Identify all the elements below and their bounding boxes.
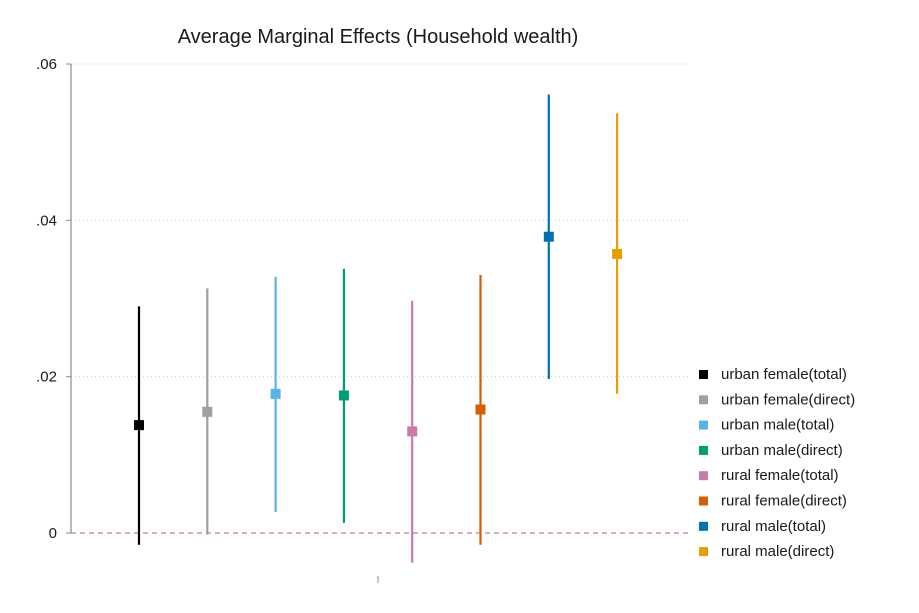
legend-swatch [699,370,708,379]
legend-label: urban male(direct) [721,442,843,459]
legend-label: rural male(total) [721,518,826,535]
legend-label: urban female(total) [721,366,847,383]
point-estimate-marker [543,231,554,242]
chart-title: Average Marginal Effects (Household weal… [178,26,579,48]
legend: urban female(total) urban female(direct) u… [699,366,855,560]
point-estimate-marker [202,406,213,417]
legend-swatch [699,471,708,481]
legend-swatch [699,521,708,531]
legend-swatch [699,420,708,430]
legend-label: urban female(direct) [721,391,855,408]
legend-swatch [699,395,708,405]
point-estimate-marker [270,388,281,399]
legend-label: urban male(total) [721,417,834,434]
point-estimate-marker [338,390,349,401]
y-tick-label: .02 [36,369,57,386]
legend-swatch [699,496,708,506]
point-estimate-marker [407,426,418,437]
point-estimate-marker [134,420,144,431]
legend-label: rural female(direct) [721,493,847,510]
gridlines [71,63,688,378]
legend-swatch [699,445,708,455]
plot-marks [134,94,623,563]
y-tick-label: 0 [49,525,57,542]
point-estimate-marker [612,248,623,259]
y-tick-label: .06 [36,56,57,73]
legend-label: rural female(total) [721,467,839,484]
y-tick-label: .04 [36,212,57,229]
y-axis: 0 .02 .04 .06 [36,56,379,583]
legend-label: rural male(direct) [721,543,834,560]
point-estimate-marker [475,404,486,415]
legend-swatch [699,547,708,557]
